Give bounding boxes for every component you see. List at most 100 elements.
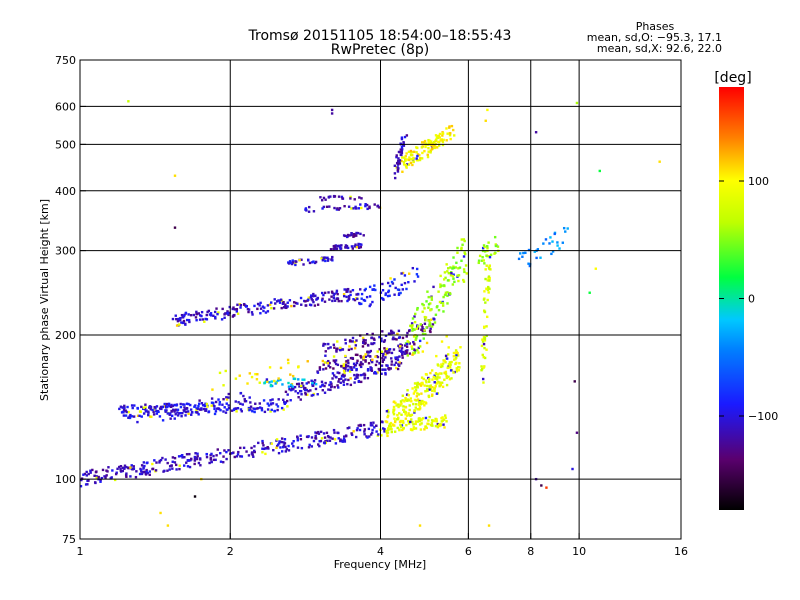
data-point <box>197 461 201 465</box>
data-point <box>403 400 406 403</box>
data-point <box>355 368 358 372</box>
data-point <box>405 414 409 417</box>
data-point <box>481 340 485 343</box>
data-point <box>303 386 306 390</box>
data-point <box>416 381 420 385</box>
data-point <box>124 409 127 412</box>
data-point <box>396 403 400 406</box>
data-point <box>356 376 359 379</box>
data-point <box>421 399 424 403</box>
data-point <box>362 234 365 237</box>
data-point <box>287 262 291 265</box>
data-point <box>414 406 417 409</box>
data-point <box>429 371 432 375</box>
data-point <box>261 439 264 443</box>
data-point <box>398 420 402 424</box>
data-point <box>173 461 177 464</box>
data-point <box>266 304 270 307</box>
data-point <box>388 284 392 288</box>
data-point <box>140 464 144 467</box>
data-point <box>598 169 601 173</box>
data-point <box>332 367 335 370</box>
data-point <box>159 458 163 462</box>
data-point <box>393 417 396 420</box>
data-point <box>318 368 322 371</box>
data-point <box>454 357 457 361</box>
data-point <box>405 158 408 161</box>
data-point <box>323 441 327 445</box>
data-point <box>140 472 144 476</box>
data-point <box>311 384 314 388</box>
data-point <box>385 349 389 352</box>
data-point <box>362 338 365 342</box>
data-point <box>238 374 241 377</box>
data-point <box>485 348 488 351</box>
data-point <box>122 408 126 412</box>
data-point <box>435 378 439 381</box>
data-point <box>337 208 341 211</box>
data-point <box>251 313 254 316</box>
data-point <box>310 436 314 439</box>
data-point <box>144 406 147 409</box>
data-point <box>439 274 442 278</box>
data-point <box>535 256 538 260</box>
data-point <box>236 312 240 315</box>
data-point <box>278 301 282 304</box>
data-point <box>324 367 328 370</box>
data-point <box>392 400 396 404</box>
data-point <box>173 410 176 413</box>
data-point <box>187 402 190 406</box>
data-point <box>423 139 427 143</box>
data-point <box>457 267 460 270</box>
data-point <box>348 234 351 237</box>
data-point <box>359 380 363 384</box>
data-point <box>283 438 287 441</box>
data-point <box>346 287 350 291</box>
data-point <box>145 461 149 465</box>
data-point <box>171 404 175 408</box>
data-point <box>411 420 414 424</box>
data-point <box>405 166 408 169</box>
data-point <box>286 405 289 408</box>
data-point <box>393 293 396 296</box>
data-point <box>307 210 311 213</box>
data-point <box>456 246 459 250</box>
data-point <box>393 172 397 175</box>
data-point <box>159 511 162 515</box>
data-point <box>193 405 196 408</box>
data-point <box>287 449 291 452</box>
data-point <box>437 134 441 138</box>
data-point <box>124 414 128 417</box>
data-point <box>225 311 229 315</box>
data-point <box>407 150 411 153</box>
data-point <box>409 414 412 418</box>
data-point <box>243 398 246 401</box>
data-point <box>269 410 272 413</box>
data-point <box>327 196 331 199</box>
data-point <box>356 297 359 301</box>
data-point <box>460 248 463 251</box>
data-point <box>362 357 365 360</box>
data-point <box>155 461 158 464</box>
data-point <box>401 288 405 291</box>
data-point <box>114 472 118 476</box>
data-point <box>360 356 363 359</box>
data-point <box>371 428 374 432</box>
data-point <box>452 265 455 268</box>
data-point <box>271 398 274 401</box>
data-point <box>396 288 400 291</box>
data-point <box>131 406 134 410</box>
data-point <box>544 238 548 241</box>
data-point <box>341 373 345 377</box>
data-point <box>418 382 421 386</box>
data-point <box>331 255 334 259</box>
data-point <box>421 329 424 333</box>
data-point <box>136 414 140 418</box>
data-point <box>193 455 197 459</box>
data-point <box>312 300 315 304</box>
data-point <box>260 409 264 412</box>
data-point <box>430 298 434 301</box>
data-point <box>424 145 427 149</box>
data-point <box>435 146 439 149</box>
data-point <box>375 360 379 363</box>
